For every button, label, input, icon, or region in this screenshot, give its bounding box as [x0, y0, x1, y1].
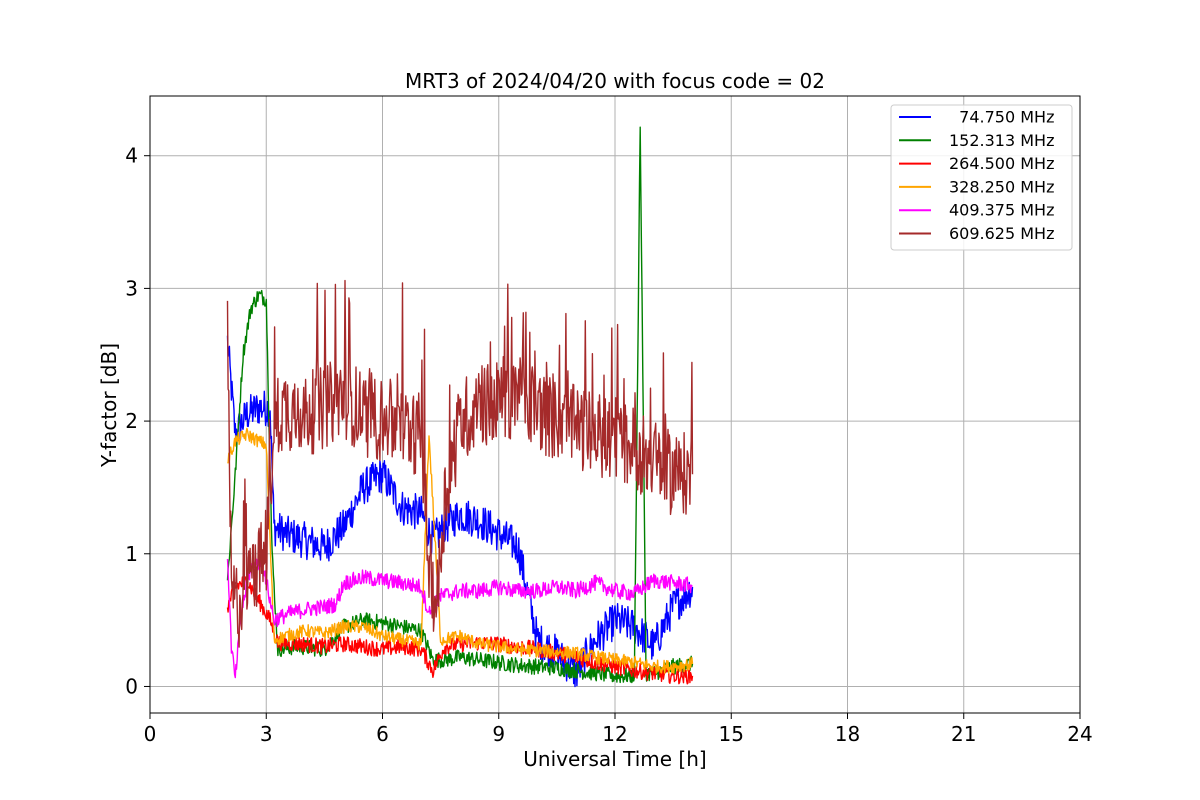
legend-entry-1: 152.313 MHz — [949, 131, 1054, 150]
x-tick-label: 6 — [376, 722, 389, 746]
x-tick-label: 9 — [492, 722, 505, 746]
chart-title: MRT3 of 2024/04/20 with focus code = 02 — [405, 69, 825, 93]
legend-entry-3: 328.250 MHz — [949, 177, 1054, 196]
x-tick-label: 18 — [835, 722, 860, 746]
x-tick-label: 3 — [260, 722, 273, 746]
series-line-3 — [227, 427, 694, 674]
x-tick-label: 12 — [602, 722, 627, 746]
x-tick-label: 24 — [1067, 722, 1092, 746]
legend-frame — [890, 104, 1073, 251]
x-axis: 0 3 6 9 12 15 18 21 24 — [144, 713, 1093, 746]
x-tick-label: 0 — [144, 722, 157, 746]
x-tick-label: 21 — [951, 722, 976, 746]
legend-entry-5: 609.625 MHz — [949, 224, 1054, 243]
series-line-0 — [226, 335, 694, 688]
x-tick-label: 15 — [719, 722, 744, 746]
y-tick-label: 3 — [125, 276, 138, 300]
legend-entry-4: 409.375 MHz — [949, 201, 1054, 220]
legend-entry-0: 74.750 MHz — [949, 108, 1054, 127]
legend: 74.750 MHz 152.313 MHz 264.500 MHz 328.250 … — [890, 104, 1073, 251]
series-line-2 — [226, 575, 694, 685]
series-line-5 — [226, 279, 694, 648]
y-tick-label: 0 — [125, 674, 138, 698]
legend-entry-2: 264.500 MHz — [949, 154, 1054, 173]
x-axis-label: Universal Time [h] — [523, 747, 706, 771]
series-line-1 — [226, 126, 694, 684]
y-tick-label: 1 — [125, 542, 138, 566]
y-axis: 0 1 2 3 4 — [125, 144, 150, 698]
series-group — [226, 126, 694, 688]
y-tick-label: 4 — [125, 144, 138, 168]
y-axis-label: Y-factor [dB] — [97, 343, 121, 468]
y-tick-label: 2 — [125, 409, 138, 433]
series-line-4 — [226, 555, 693, 679]
